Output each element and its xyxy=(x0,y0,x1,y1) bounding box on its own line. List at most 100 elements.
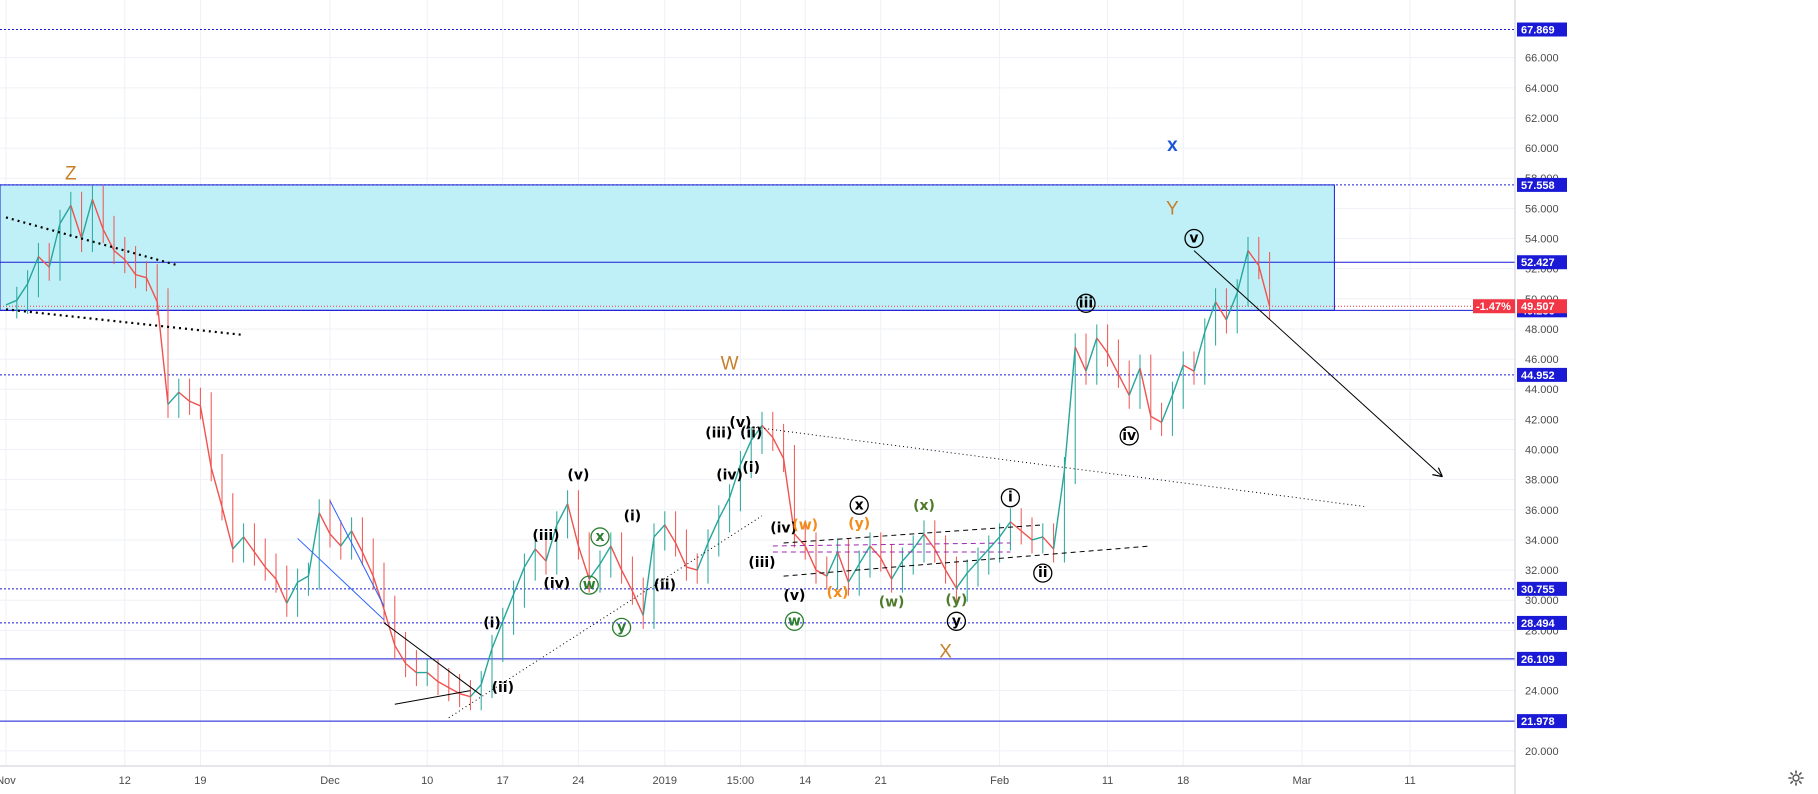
wave-label: (iv) xyxy=(543,576,570,592)
price-bar-body xyxy=(1128,367,1141,396)
price-bar-body xyxy=(48,223,61,268)
trendline[interactable] xyxy=(783,524,1043,544)
time-tick-label: Dec xyxy=(320,775,340,787)
price-bar-body xyxy=(5,299,18,306)
circled-wave-label: w xyxy=(788,613,801,629)
price-bar-body xyxy=(707,518,720,544)
price-bar-body xyxy=(782,458,796,535)
price-bar-body xyxy=(1009,521,1022,532)
wave-label: X xyxy=(939,641,952,662)
price-bar-body xyxy=(1247,250,1260,267)
trendline[interactable] xyxy=(5,308,244,337)
wave-label-circle xyxy=(1076,293,1096,313)
trendline[interactable] xyxy=(329,500,385,607)
price-level-tag xyxy=(1517,367,1567,382)
price-tick-label: 42.000 xyxy=(1525,414,1559,426)
price-bar-body xyxy=(620,569,634,592)
price-bar-body xyxy=(135,274,147,279)
time-tick-label: 21 xyxy=(875,775,887,787)
price-bar-body xyxy=(1225,292,1238,321)
price-bar-body xyxy=(1096,337,1109,354)
price-bar-body xyxy=(145,277,158,303)
price-bar-body xyxy=(664,524,677,544)
trendline[interactable] xyxy=(297,538,385,621)
wave-label: (v) xyxy=(783,588,805,604)
wave-label: x xyxy=(1167,135,1178,156)
price-tick-label: 40.000 xyxy=(1525,445,1559,457)
price-bar-body xyxy=(674,542,688,568)
wave-label: (v) xyxy=(567,468,589,484)
price-tick-label: 66.000 xyxy=(1525,53,1559,65)
price-bar-body xyxy=(1182,364,1195,372)
price-bar-body xyxy=(1074,346,1087,372)
price-bar-body xyxy=(793,533,806,547)
price-bar-body xyxy=(653,524,666,538)
price-level-tag xyxy=(1517,177,1567,192)
price-tick-label: 62.000 xyxy=(1525,113,1559,125)
circled-wave-label: y xyxy=(952,613,961,629)
price-level-tag xyxy=(1517,22,1567,37)
price-bar-body xyxy=(1031,536,1043,541)
trendline[interactable] xyxy=(783,545,1151,577)
trendline[interactable] xyxy=(772,542,1011,547)
price-level-tag xyxy=(1517,615,1567,630)
price-bar-body xyxy=(167,391,180,405)
price-bar-body xyxy=(480,648,493,685)
price-bar-body xyxy=(1117,373,1130,396)
chart-settings-gear-icon[interactable] xyxy=(1786,768,1806,788)
price-bar-body xyxy=(426,672,439,683)
price-level-tag-text: 52.427 xyxy=(1521,257,1555,269)
current-price-text: 49.507 xyxy=(1521,301,1555,313)
price-bar-body xyxy=(836,551,850,583)
time-tick-label: 10 xyxy=(421,775,433,787)
price-bar-body xyxy=(340,530,353,547)
price-level-tag xyxy=(1517,651,1567,666)
price-tick-label: 32.000 xyxy=(1525,565,1559,577)
price-level-tag-text: 26.109 xyxy=(1521,654,1555,666)
circled-wave-label: iv xyxy=(1122,428,1136,444)
price-bar-body xyxy=(1085,337,1098,372)
price-bar-body xyxy=(1020,530,1033,541)
wave-label: (iv) xyxy=(716,468,743,484)
price-bar-body xyxy=(901,548,914,562)
price-bar-body xyxy=(1139,367,1152,417)
price-bar-body xyxy=(686,566,698,571)
price-level-tag-text: 57.558 xyxy=(1521,180,1555,192)
wave-label-circle xyxy=(1000,488,1021,508)
price-bar-body xyxy=(1150,415,1162,423)
price-bar-body xyxy=(512,566,526,595)
price-bar-body xyxy=(696,542,709,571)
price-bar-body xyxy=(944,569,958,589)
wave-label: W xyxy=(721,354,739,375)
wave-label: (w) xyxy=(879,594,905,610)
price-level-tag xyxy=(1517,581,1567,596)
price-bar-body xyxy=(264,566,277,580)
price-bar-body xyxy=(880,557,893,580)
trendline[interactable] xyxy=(383,622,482,696)
price-bar-body xyxy=(642,536,655,616)
price-change-tag xyxy=(1473,299,1515,314)
wave-label-circle xyxy=(946,611,967,631)
price-bar-body xyxy=(1052,470,1066,550)
trendline[interactable] xyxy=(1193,250,1443,478)
price-bar-body xyxy=(221,506,234,550)
price-bar-body xyxy=(243,536,255,553)
price-tick-label: 38.000 xyxy=(1525,475,1559,487)
price-bar-body xyxy=(761,424,774,438)
wave-label-circle xyxy=(1033,563,1053,583)
price-bar-body xyxy=(847,563,860,583)
price-bar-body xyxy=(566,503,580,547)
price-bar-body xyxy=(1214,301,1228,321)
circled-wave-label: x xyxy=(855,497,864,513)
price-tick-label: 30.000 xyxy=(1525,595,1559,607)
price-bar-body xyxy=(1106,352,1120,375)
wave-label: (ii) xyxy=(740,425,762,441)
price-bar-body xyxy=(297,575,309,583)
price-bar-body xyxy=(275,578,288,604)
price-bar-body xyxy=(459,692,471,698)
circled-wave-label: v xyxy=(1189,231,1198,247)
wave-label-circle xyxy=(849,495,869,515)
trendline[interactable] xyxy=(394,690,471,705)
projection-arrowhead xyxy=(1432,467,1443,478)
